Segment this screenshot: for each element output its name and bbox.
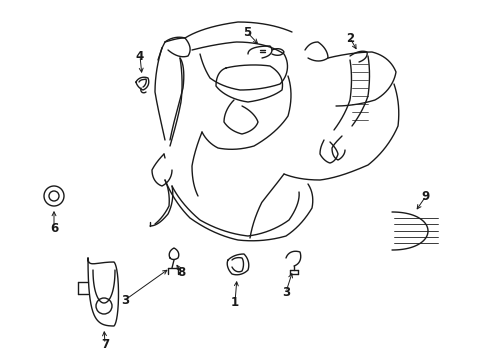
Text: 2: 2 <box>345 31 353 45</box>
Text: 6: 6 <box>50 221 58 234</box>
Text: 9: 9 <box>421 189 429 202</box>
Text: 7: 7 <box>101 338 109 351</box>
Text: 5: 5 <box>243 26 251 39</box>
Text: 1: 1 <box>230 296 239 309</box>
Text: 4: 4 <box>136 49 144 63</box>
Text: 3: 3 <box>121 293 129 306</box>
Text: 3: 3 <box>282 285 289 298</box>
Text: 8: 8 <box>177 266 185 279</box>
